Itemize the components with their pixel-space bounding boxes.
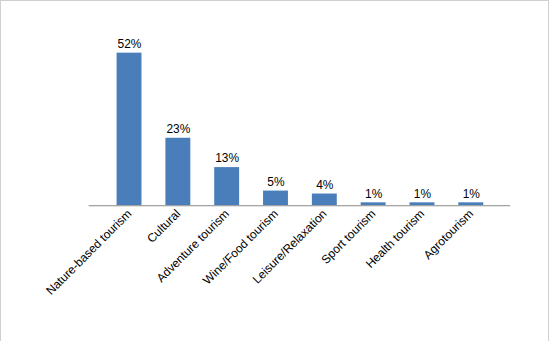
svg-text:1%: 1% bbox=[414, 187, 432, 201]
svg-text:Wine/Food tourism: Wine/Food tourism bbox=[200, 206, 281, 288]
svg-text:13%: 13% bbox=[215, 151, 239, 165]
svg-text:Health tourism: Health tourism bbox=[363, 207, 427, 271]
svg-text:Nature-based tourism: Nature-based tourism bbox=[43, 207, 134, 298]
svg-text:Adventure tourism: Adventure tourism bbox=[153, 206, 232, 286]
svg-text:1%: 1% bbox=[463, 187, 481, 201]
svg-text:Cultural: Cultural bbox=[144, 207, 183, 246]
svg-text:Leisure/Relaxation: Leisure/Relaxation bbox=[250, 207, 330, 287]
svg-text:Sport tourism: Sport tourism bbox=[318, 206, 379, 267]
svg-text:1%: 1% bbox=[365, 187, 383, 201]
svg-text:Agrotourism: Agrotourism bbox=[421, 207, 476, 262]
svg-text:5%: 5% bbox=[267, 175, 285, 189]
svg-text:4%: 4% bbox=[316, 178, 334, 192]
svg-text:52%: 52% bbox=[118, 37, 142, 51]
svg-text:23%: 23% bbox=[166, 122, 190, 136]
